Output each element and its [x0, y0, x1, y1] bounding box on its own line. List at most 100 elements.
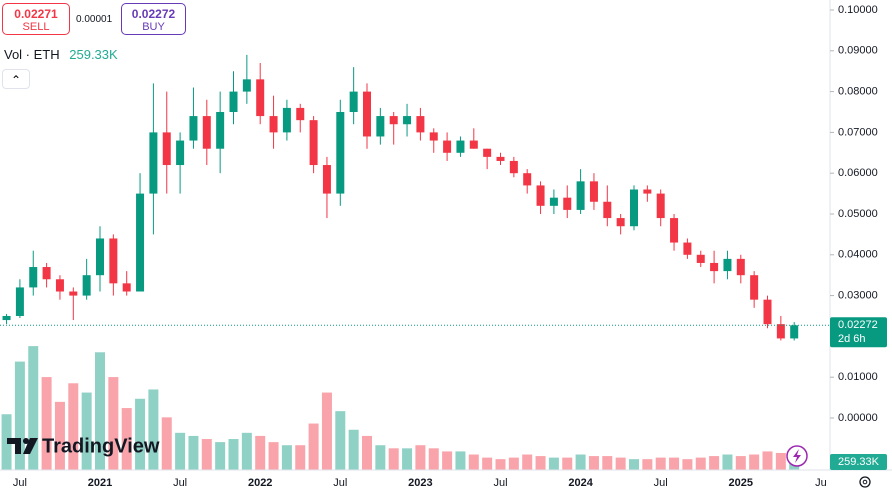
settings-button[interactable]: [859, 476, 871, 488]
x-tick-label: 2022: [248, 477, 272, 489]
candle-body: [483, 148, 492, 157]
candle-body: [429, 132, 438, 141]
candle-body: [509, 160, 518, 174]
buy-price: 0.02272: [131, 7, 176, 21]
volume-bar: [362, 435, 372, 470]
volume-bar: [562, 457, 573, 470]
collapse-button[interactable]: ⌃: [2, 69, 30, 89]
y-tick-label: 0.07000: [838, 126, 878, 138]
candle-body: [643, 189, 652, 194]
volume-tag-label: 259.33K: [838, 456, 880, 468]
candle-body: [710, 262, 719, 272]
volume-bar: [402, 448, 413, 470]
candle-body: [656, 193, 665, 219]
volume-bar: [28, 346, 39, 470]
candle-body: [109, 238, 118, 284]
x-tick-label: 2023: [408, 477, 432, 489]
candle-body: [603, 201, 612, 219]
candle-body: [363, 91, 371, 137]
volume-bar: [148, 389, 159, 470]
candle-body: [96, 238, 104, 276]
volume-bar: [308, 423, 319, 470]
volume-bar: [268, 442, 279, 470]
volume-bar: [54, 401, 65, 470]
volume-bar: [495, 459, 506, 470]
volume-bar: [548, 457, 559, 470]
candle-body: [242, 79, 251, 92]
lightning-button[interactable]: [786, 445, 808, 467]
x-tick-label: Jul: [493, 477, 507, 489]
x-tick-label: 2024: [568, 477, 593, 489]
candle-body: [469, 140, 478, 149]
last-price-label: 0.02272: [838, 319, 878, 331]
candle-body: [376, 116, 385, 137]
volume-bar: [295, 445, 306, 470]
volume-bar: [428, 448, 439, 470]
volume-bar: [255, 435, 266, 470]
candle-body: [616, 218, 625, 227]
volume-bar: [335, 411, 346, 470]
volume-title: Vol · ETH: [4, 47, 60, 62]
candle-body: [162, 132, 171, 166]
sell-label: SELL: [22, 21, 50, 33]
candle-body: [15, 287, 24, 316]
candle-body: [122, 283, 131, 292]
candle-body: [723, 258, 732, 272]
volume-bar: [615, 457, 626, 470]
volume-bar: [522, 454, 533, 470]
candle-body: [736, 258, 745, 276]
candle-body: [309, 120, 318, 166]
candle-body: [2, 315, 11, 321]
volume-bar: [749, 454, 760, 470]
candle-body: [176, 140, 185, 166]
volume-bar: [575, 454, 586, 470]
volume-bar: [241, 432, 252, 470]
candle-body: [69, 291, 78, 296]
y-tick-label: 0.03000: [838, 289, 878, 301]
sell-button[interactable]: 0.02271 SELL: [2, 3, 70, 35]
candle-body: [563, 197, 572, 210]
y-tick-label: 0.10000: [838, 4, 878, 16]
buy-button[interactable]: 0.02272 BUY: [121, 3, 186, 35]
candle-body: [776, 324, 785, 339]
y-tick-label: 0.01000: [838, 371, 878, 383]
x-tick-label: Ju: [815, 477, 827, 489]
volume-bar: [1, 414, 12, 470]
volume-bar: [348, 429, 359, 470]
volume-bar: [161, 417, 172, 470]
x-tick-label: Jul: [13, 477, 27, 489]
candle-body: [403, 116, 412, 125]
volume-bar: [455, 451, 466, 470]
x-tick-label: Jul: [173, 477, 187, 489]
candle-body: [189, 116, 198, 141]
spread: 0.00001: [76, 14, 113, 25]
candle-body: [55, 279, 64, 292]
candle-body: [322, 165, 331, 194]
y-tick-label: 0.09000: [838, 45, 878, 57]
volume-bar: [108, 377, 119, 470]
volume-tag: [830, 453, 887, 470]
candle-body: [496, 156, 505, 161]
volume-bar: [655, 457, 666, 470]
volume-bar: [588, 456, 599, 470]
candle-body: [296, 107, 305, 121]
volume-bar: [175, 432, 186, 470]
volume-bar: [642, 459, 653, 470]
volume-bar: [388, 448, 399, 470]
tradingview-logo: TradingView: [7, 435, 160, 457]
candle-body: [443, 140, 452, 153]
candle-body: [763, 299, 772, 325]
y-tick-label: 0.00000: [838, 412, 878, 424]
candle-body: [42, 267, 51, 280]
volume-bar: [669, 457, 680, 470]
volume-bar: [95, 352, 105, 470]
candle-body: [589, 181, 598, 202]
volume-bar: [442, 451, 453, 470]
candle-body: [256, 79, 265, 117]
candle-body: [229, 91, 238, 112]
volume-bar: [41, 377, 52, 470]
candle-body: [630, 189, 638, 227]
candle-body: [269, 116, 278, 133]
candle-body: [149, 132, 158, 194]
